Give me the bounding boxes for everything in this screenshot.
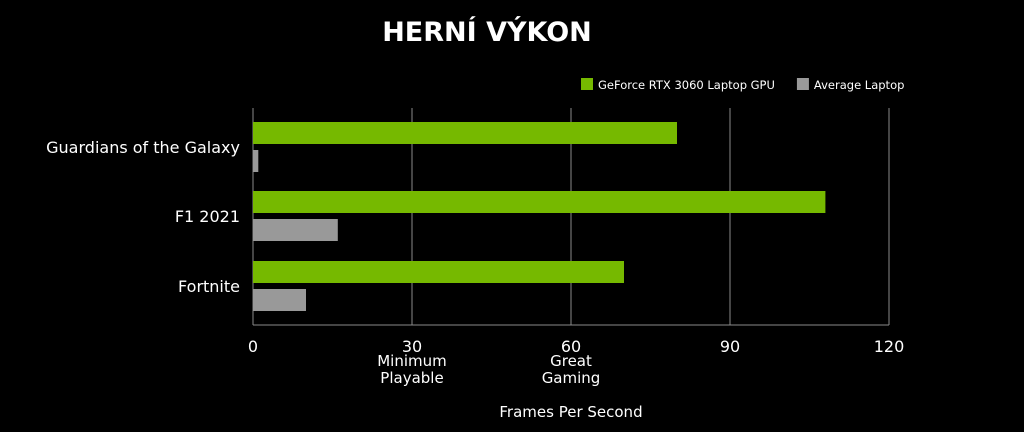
category-label: F1 2021: [175, 207, 240, 226]
x-tick-label: 120: [874, 337, 905, 356]
x-tick-label: 90: [720, 337, 740, 356]
legend-swatch: [796, 78, 809, 90]
x-tick-sublabel: Minimum: [377, 352, 447, 370]
bar-rtx-3060: [253, 122, 677, 144]
legend-label: Average Laptop: [814, 78, 904, 92]
bar-rtx-3060: [253, 261, 624, 283]
bar-average-laptop: [253, 150, 259, 172]
grid: [252, 108, 890, 326]
x-tick-sublabel: Playable: [380, 369, 443, 387]
x-tick-label: 0: [248, 337, 258, 356]
legend: GeForce RTX 3060 Laptop GPU Average Lapto…: [581, 78, 904, 92]
bar-average-laptop: [253, 219, 338, 241]
x-tick-label: 30: [402, 337, 422, 356]
bars: [253, 122, 826, 311]
chart-title: HERNÍ VÝKON: [382, 16, 592, 48]
bar-rtx-3060: [253, 191, 826, 213]
legend-label: GeForce RTX 3060 Laptop GPU: [598, 78, 775, 92]
x-tick-sublabel: Great: [550, 352, 592, 370]
category-labels: Guardians of the Galaxy F1 2021 Fortnite: [46, 138, 240, 296]
bar-average-laptop: [253, 289, 306, 311]
category-label: Fortnite: [178, 277, 240, 296]
x-tick-sublabel: Gaming: [542, 369, 601, 387]
x-axis-label: Frames Per Second: [499, 403, 642, 421]
category-label: Guardians of the Galaxy: [46, 138, 240, 157]
legend-swatch: [581, 78, 593, 90]
x-tick-label: 60: [561, 337, 581, 356]
